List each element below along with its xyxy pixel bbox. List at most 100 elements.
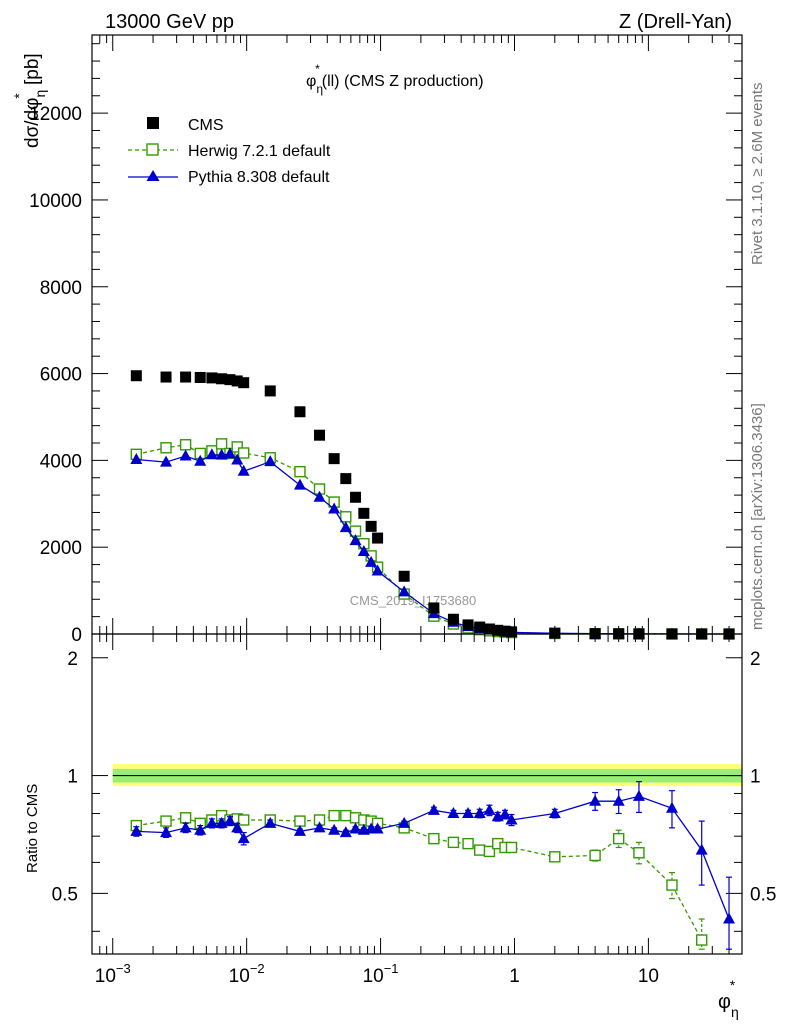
y-tick-label: 10000: [29, 191, 82, 212]
data-point-cms: [328, 453, 340, 465]
ratio-point-pythia: [427, 803, 440, 815]
data-point-herwig: [231, 441, 243, 453]
ratio-point-pythia: [589, 794, 602, 806]
main-panel: 0 2000 4000 6000 8000 10000 12000 CMS_2019_I17…: [11, 34, 743, 646]
legend-label-pythia: Pythia 8.308 default: [188, 169, 330, 186]
data-point-cms: [506, 626, 518, 638]
ratio-y-tick-label-left: 2: [67, 649, 78, 670]
x-tick-labels: 10−3 10−2 10−1 1 10: [95, 961, 659, 987]
ratio-point-pythia: [665, 801, 678, 813]
mcplots-label: mcplots.cern.ch [arXiv:1306.3436]: [749, 403, 766, 630]
ratio-point-pythia: [293, 824, 306, 836]
data-point-pythia: [339, 521, 352, 533]
ratio-point-pythia: [371, 822, 384, 834]
x-tick-label: 10−3: [95, 961, 131, 987]
data-point-cms: [231, 375, 243, 387]
ratio-point-herwig: [666, 879, 678, 891]
ratio-point-herwig: [328, 809, 340, 822]
data-point-cms: [428, 602, 440, 614]
ratio-point-pythia: [447, 806, 460, 818]
data-point-cms: [314, 429, 326, 441]
plot-title: φη *(ll) (CMS Z production): [306, 62, 484, 96]
data-point-cms: [365, 520, 377, 532]
ratio-point-herwig: [483, 845, 496, 858]
data-point-cms: [264, 385, 276, 397]
data-point-cms: [294, 406, 306, 418]
ratio-y-tick-labels: 0.5 0.5 1 1 2 2: [52, 649, 777, 906]
ratio-point-herwig: [160, 815, 172, 827]
ratio-point-pythia: [349, 822, 362, 834]
ratio-point-herwig: [462, 837, 474, 850]
ratio-point-pythia: [160, 826, 173, 838]
ratio-y-tick-label-left: 1: [67, 767, 78, 788]
data-point-cms: [372, 532, 384, 544]
title-star: *: [315, 62, 320, 76]
ratio-point-pythia: [473, 806, 486, 818]
data-point-cms: [462, 619, 474, 631]
ratio-point-herwig: [505, 841, 518, 854]
ratio-point-herwig: [237, 814, 250, 826]
data-point-herwig: [160, 442, 172, 454]
data-point-pythia: [293, 478, 306, 490]
ratio-point-pythia: [328, 823, 341, 835]
ratio-y-tick-label-right: 0.5: [750, 884, 776, 905]
data-point-cms: [398, 570, 410, 582]
data-point-pythia: [215, 448, 228, 460]
legend-label-herwig: Herwig 7.2.1 default: [188, 143, 331, 160]
data-point-pythia: [194, 454, 207, 466]
data-point-pythia: [365, 555, 378, 567]
ratio-point-herwig: [474, 844, 486, 856]
title-phi: φ: [306, 73, 316, 90]
main-axis-ticks: [91, 35, 743, 635]
ratio-point-pythia: [462, 806, 475, 818]
legend-marker-herwig: [146, 143, 159, 156]
xlabel-star: *: [730, 977, 736, 993]
ratio-point-pythia: [223, 814, 236, 826]
ratio-point-pythia: [231, 821, 244, 833]
ratio-point-pythia: [398, 816, 411, 828]
ratio-point-herwig: [633, 847, 645, 859]
ylabel-b: [pb]: [22, 53, 43, 90]
ratio-point-herwig: [612, 832, 625, 845]
x-tick-label: 1: [509, 966, 520, 987]
data-point-pythia: [179, 449, 192, 461]
rivet-label: Rivet 3.1.10, ≥ 2.6M events: [749, 83, 766, 266]
data-point-cms: [206, 372, 218, 384]
ratio-uncertainty-band: [112, 764, 742, 787]
main-y-tick-labels: 0 2000 4000 6000 8000 10000 12000: [29, 104, 82, 646]
data-point-herwig: [179, 439, 192, 451]
data-point-cms: [549, 627, 561, 639]
data-point-cms: [340, 473, 352, 485]
data-point-cms: [194, 371, 206, 383]
data-point-herwig: [237, 447, 250, 459]
data-point-pythia: [398, 585, 411, 597]
y-tick-label: 4000: [40, 451, 82, 472]
title-rest: (ll) (CMS Z production): [322, 73, 484, 90]
legend: CMS Herwig 7.2.1 default Pythia 8.308 de…: [128, 117, 331, 186]
data-point-herwig: [294, 465, 306, 478]
y-tick-label: 12000: [29, 104, 82, 125]
data-point-cms: [492, 624, 504, 636]
data-point-cms: [180, 371, 192, 383]
ratio-point-pythia: [264, 816, 277, 828]
ratio-y-label: Ratio to CMS: [24, 784, 41, 873]
data-point-pythia: [264, 455, 277, 467]
ratio-point-herwig: [340, 809, 352, 822]
y-tick-label: 2000: [40, 538, 82, 559]
data-point-herwig: [340, 511, 352, 523]
analysis-watermark: CMS_2019_I1753680: [350, 593, 477, 608]
data-point-pythia: [130, 453, 143, 465]
legend-marker-pythia: [146, 170, 160, 181]
ratio-y-tick-label-right: 2: [750, 649, 761, 670]
y-tick-label: 0: [71, 625, 82, 646]
ylabel-star: *: [11, 93, 27, 99]
data-point-cms: [216, 373, 228, 385]
ylabel-eta: η: [32, 90, 48, 98]
x-tick-label: 10: [638, 966, 659, 987]
ratio-point-pythia: [483, 803, 496, 815]
data-point-pythia: [349, 534, 362, 546]
ratio-point-pythia: [612, 794, 625, 806]
xlabel-eta: η: [731, 1004, 739, 1020]
data-point-pythia: [231, 453, 244, 465]
